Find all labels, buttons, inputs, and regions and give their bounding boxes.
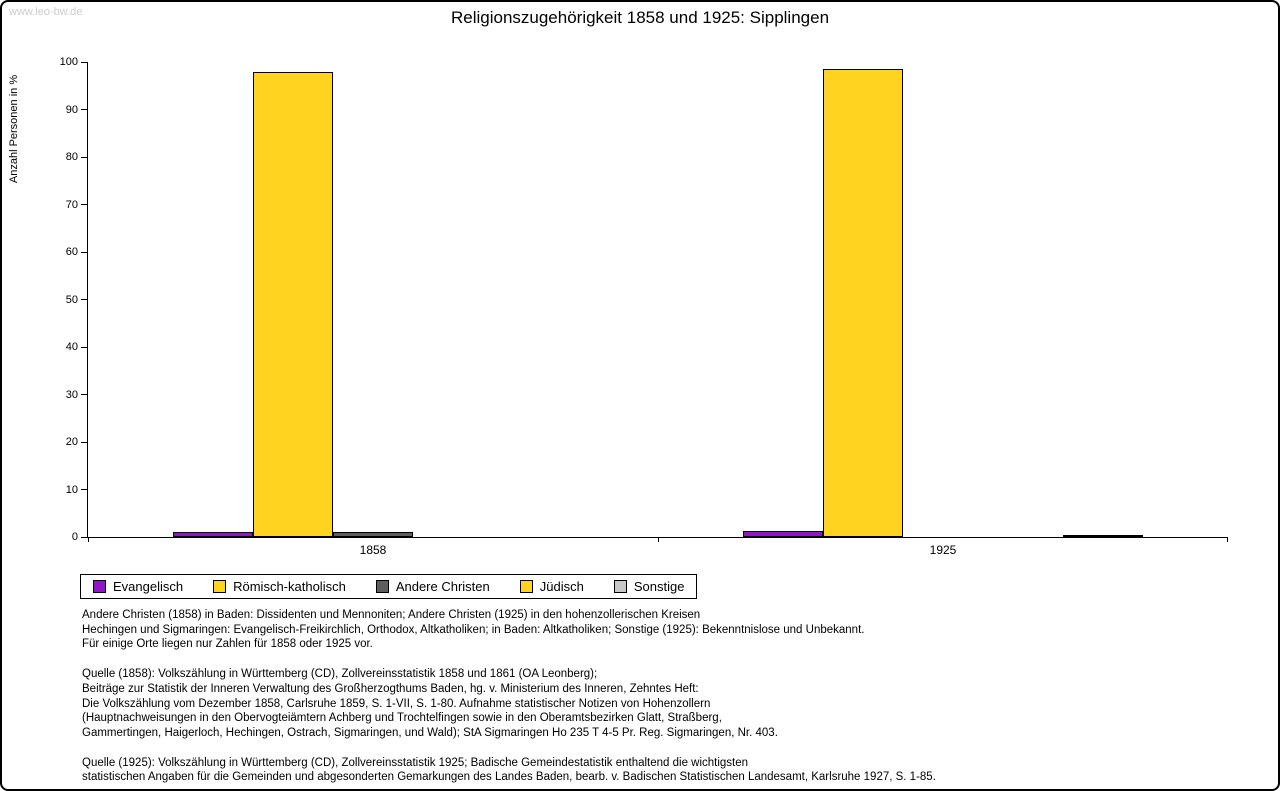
plot-area: 0 10 20 30 40 50 60 70 80 90 100 1858 1925: [60, 56, 1228, 557]
bar-andere-christen-1858: [333, 532, 413, 537]
legend-item-r-misch-katholisch: Römisch-katholisch: [213, 579, 346, 594]
footnotes: Andere Christen (1858) in Baden: Disside…: [82, 608, 1238, 789]
x-tick: [658, 538, 659, 542]
chart-title: Religionszugehörigkeit 1858 und 1925: Si…: [450, 8, 830, 27]
x-category-label-1925: 1925: [929, 543, 957, 557]
footnote-block-3: Quelle (1925): Volkszählung in Württembe…: [82, 756, 1238, 785]
footnote-line: Beiträge zur Statistik der Inneren Verwa…: [82, 682, 699, 695]
y-tick: [81, 251, 87, 253]
legend-swatch-evangelisch: [93, 580, 106, 593]
legend-label-andere-christen: Andere Christen: [395, 579, 490, 594]
bar-r-misch-katholisch-1925: [823, 69, 903, 537]
legend-swatch-j-disch: [519, 580, 533, 593]
legend-item-sonstige: Sonstige: [613, 579, 685, 594]
legend-item-andere-christen: Andere Christen: [375, 579, 490, 594]
y-tick: [81, 489, 87, 490]
y-tick: [81, 204, 87, 205]
legend-label-r-misch-katholisch: Römisch-katholisch: [233, 579, 346, 594]
legend-swatch-sonstige: [613, 580, 627, 593]
y-tick-label: 50: [65, 293, 78, 306]
bar-r-misch-katholisch-1858: [253, 71, 333, 537]
footnote-line: Gammertingen, Haigerloch, Hechingen, Ost…: [82, 727, 778, 740]
y-tick-label: 20: [65, 436, 78, 448]
x-tick: [88, 538, 89, 542]
y-tick-label: 90: [65, 103, 78, 116]
y-tick-label: 10: [65, 483, 78, 496]
y-tick-label: 0: [71, 531, 78, 543]
footnote-line: statistischen Angaben für die Gemeinden …: [82, 771, 936, 784]
watermark: www.leo-bw.de: [9, 6, 83, 18]
footnote-line: Für einige Orte liegen nur Zahlen für 18…: [82, 638, 373, 651]
footnote-block-1: Andere Christen (1858) in Baden: Disside…: [82, 608, 1238, 652]
legend-label-evangelisch: Evangelisch: [113, 579, 184, 594]
y-tick: [81, 394, 87, 395]
footnote-line: Andere Christen (1858) in Baden: Disside…: [82, 609, 701, 621]
y-tick: [81, 109, 87, 110]
y-tick: [81, 346, 87, 348]
bar-sonstige-1925: [1063, 535, 1143, 537]
x-tick: [1227, 538, 1228, 542]
footnote-line: Quelle (1925): Volkszählung in Württembe…: [82, 756, 749, 769]
legend-label-j-disch: Jüdisch: [539, 579, 584, 594]
footnote-line: Die Volkszählung vom Dezember 1858, Carl…: [82, 697, 711, 710]
legend-label-sonstige: Sonstige: [633, 579, 685, 594]
footnote-line: Quelle (1858): Volkszählung in Württembe…: [82, 668, 598, 681]
y-tick: [81, 299, 87, 300]
y-axis-label: Anzahl Personen in %: [8, 74, 20, 184]
legend-item-evangelisch: Evangelisch: [93, 579, 183, 594]
y-tick: [81, 441, 87, 443]
legend: Evangelisch Römisch-katholisch Andere Chri…: [80, 574, 698, 599]
legend-swatch-andere-christen: [375, 580, 389, 593]
footnote-block-2: Quelle (1858): Volkszählung in Württembe…: [82, 667, 1238, 741]
footnote-line: Hechingen und Sigmaringen: Evangelisch-F…: [82, 623, 865, 636]
y-tick-label: 70: [65, 198, 78, 211]
legend-item-j-disch: Jüdisch: [519, 579, 584, 594]
x-category-label-1858: 1858: [359, 543, 387, 557]
y-tick: [81, 156, 87, 158]
footnote-line: (Hauptnachweisungen in den Obervogteiämt…: [82, 712, 722, 725]
y-tick-label: 60: [65, 246, 78, 258]
y-tick-label: 30: [65, 388, 78, 401]
y-tick: [81, 536, 87, 538]
y-tick: [81, 61, 87, 63]
y-tick-label: 40: [65, 341, 78, 353]
y-tick-label: 100: [59, 56, 78, 68]
bar-evangelisch-1925: [743, 531, 823, 537]
legend-swatch-r-misch-katholisch: [213, 580, 227, 593]
bar-evangelisch-1858: [173, 532, 253, 537]
y-tick-label: 80: [65, 151, 78, 163]
